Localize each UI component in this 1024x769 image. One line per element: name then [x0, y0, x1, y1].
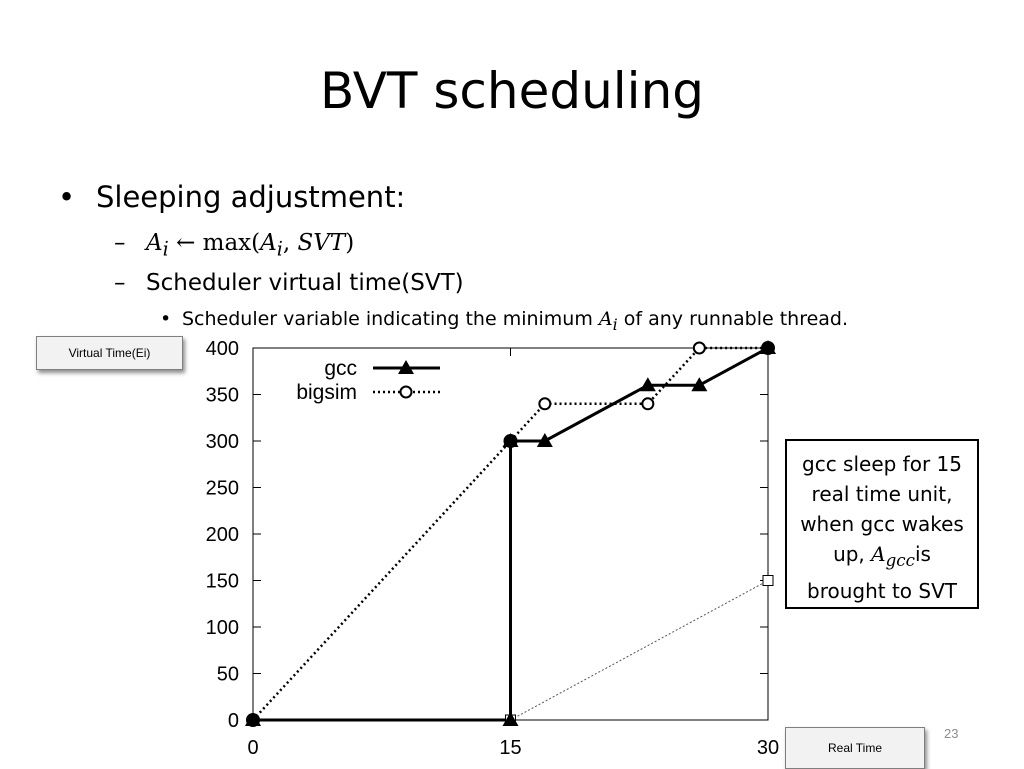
y-tick-label: 250 — [206, 478, 239, 500]
bullet-text: Sleeping adjustment: — [96, 180, 406, 214]
y-tick-label: 400 — [206, 338, 239, 360]
bullet-dot-icon: • — [160, 308, 172, 330]
note-line: real time unit, — [811, 482, 953, 506]
y-tick-label: 100 — [206, 617, 239, 639]
bigsim-point — [538, 397, 552, 411]
y-tick-label: 50 — [217, 664, 239, 686]
bullet-sleeping-adjustment: • Sleeping adjustment: — [58, 180, 405, 214]
legend-marker-bigsim — [399, 385, 413, 399]
y-tick-label: 350 — [206, 385, 239, 407]
y-tick-label: 300 — [206, 431, 239, 453]
bigsim-series-line — [252, 346, 768, 721]
gcc-point — [536, 433, 553, 447]
dash-icon: – — [114, 230, 126, 256]
x-tick-label: 15 — [499, 737, 521, 759]
annotation-box: gcc sleep for 15 real time unit, when gc… — [785, 439, 979, 609]
y-tick-label: 150 — [206, 571, 239, 593]
gcc-point — [502, 712, 519, 726]
formula: Ai ← max(Ai, SVT) — [146, 230, 355, 261]
slide-title: BVT scheduling — [319, 62, 705, 120]
overlay-point — [761, 341, 775, 355]
note-line: when gcc wakes — [800, 512, 964, 536]
bigsim-point — [641, 397, 655, 411]
y-tick-label: 0 — [228, 710, 239, 732]
reference-series-line — [510, 580, 769, 721]
sub-bullet-formula: – Ai ← max(Ai, SVT) — [114, 230, 354, 261]
sub-bullet-text: Scheduler virtual time(SVT) — [146, 270, 464, 296]
overlay-point — [503, 434, 518, 448]
gcc-point — [691, 377, 708, 392]
x-tick-label: 30 — [757, 737, 779, 759]
overlay-point — [246, 713, 260, 727]
bullet-dot-icon: • — [58, 180, 76, 214]
legend-label-bigsim: bigsim — [296, 381, 357, 404]
y-tick-label: 200 — [206, 524, 239, 546]
x-tick-label: 0 — [247, 737, 258, 759]
note-line: up, Agccis — [833, 542, 931, 570]
note-line: brought to SVT — [807, 579, 957, 603]
bigsim-point — [692, 341, 706, 355]
gcc-point — [639, 377, 656, 392]
page-number: 23 — [944, 726, 959, 741]
note-line: gcc sleep for 15 — [802, 452, 962, 476]
legend-label-gcc: gcc — [324, 357, 357, 380]
y-axis-label-box: Virtual Time(Ei) — [36, 336, 183, 370]
sub-bullet-svt: – Scheduler virtual time(SVT) — [114, 270, 464, 296]
sub-sub-bullet-svt-definition: • Scheduler variable indicating the minim… — [160, 308, 849, 334]
x-axis-label-box: Real Time — [785, 727, 925, 769]
legend-marker-gcc — [398, 360, 414, 374]
dash-icon: – — [114, 270, 126, 296]
reference-point — [762, 575, 774, 586]
